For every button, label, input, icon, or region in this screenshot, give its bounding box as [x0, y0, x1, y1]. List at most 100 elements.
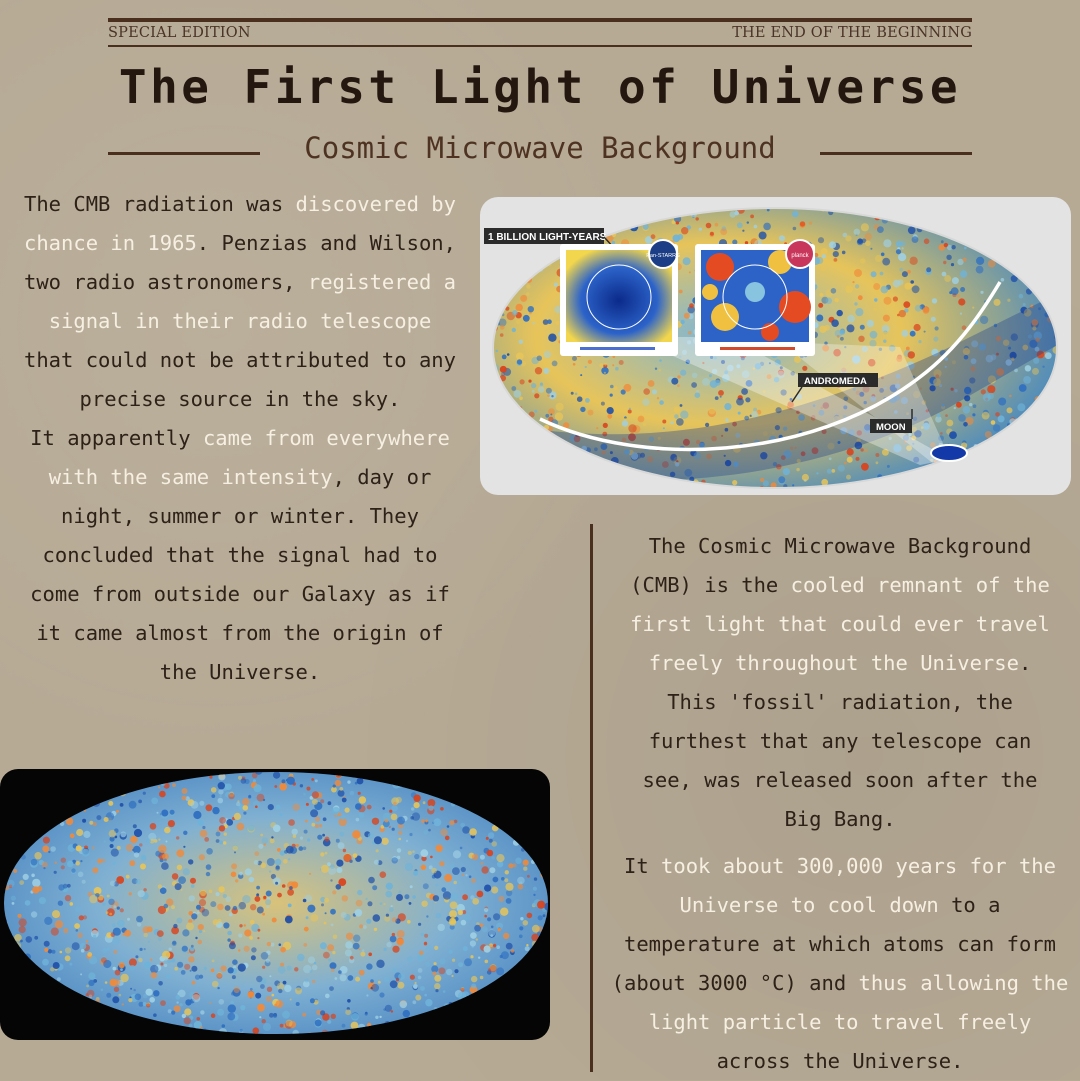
- cmb-speck: [237, 800, 240, 803]
- cmb-speck: [9, 988, 13, 992]
- cmb-speck: [411, 812, 421, 821]
- cmb-speck: [1061, 240, 1066, 245]
- cmb-speck: [87, 952, 93, 957]
- cmb-speck: [212, 806, 220, 815]
- cmb-speck: [761, 235, 764, 238]
- cmb-speck: [339, 831, 345, 837]
- cmb-speck: [283, 859, 288, 864]
- cmb-speck: [310, 914, 319, 922]
- cmb-speck: [161, 1028, 169, 1034]
- cmb-speck: [436, 1016, 442, 1022]
- cmb-speck: [959, 213, 968, 222]
- cmb-speck: [380, 825, 385, 829]
- cmb-speck: [975, 265, 984, 274]
- cmb-speck: [946, 254, 952, 260]
- cmb-speck: [854, 269, 862, 277]
- cmb-speck: [233, 986, 240, 994]
- cmb-speck: [737, 411, 741, 415]
- cmb-speck: [906, 445, 912, 451]
- cmb-speck: [490, 789, 498, 796]
- cmb-speck: [944, 275, 952, 282]
- cmb-speck: [433, 818, 442, 827]
- cmb-speck: [934, 219, 938, 223]
- cmb-speck: [0, 926, 2, 930]
- cmb-speck: [570, 391, 574, 395]
- andromeda-label: ANDROMEDA: [804, 376, 867, 387]
- cmb-speck: [899, 267, 904, 272]
- cmb-speck: [217, 1008, 225, 1016]
- cmb-speck: [266, 941, 272, 947]
- cmb-speck: [562, 465, 565, 469]
- cmb-speck: [536, 985, 542, 991]
- cmb-speck: [264, 1037, 268, 1040]
- cmb-speck: [171, 776, 178, 782]
- cmb-speck: [956, 293, 961, 298]
- cmb-speck: [4, 910, 5, 917]
- cmb-speck: [997, 415, 1005, 423]
- cmb-speck: [63, 928, 69, 934]
- cmb-speck: [543, 450, 547, 453]
- cmb-speck: [252, 779, 256, 783]
- cmb-speck: [908, 433, 912, 437]
- cmb-speck: [972, 306, 975, 309]
- cmb-speck: [9, 772, 13, 773]
- cmb-speck: [426, 915, 429, 918]
- cmb-speck: [1056, 489, 1062, 495]
- cmb-speck: [392, 945, 400, 953]
- cmb-speck: [239, 871, 243, 876]
- cmb-speck: [256, 906, 264, 914]
- cmb-speck: [931, 348, 939, 357]
- cmb-speck: [275, 1000, 284, 1008]
- cmb-speck: [6, 879, 15, 888]
- cmb-speck: [1020, 224, 1023, 228]
- cmb-speck: [423, 829, 429, 835]
- cmb-speck: [515, 812, 521, 817]
- cmb-speck: [606, 407, 614, 415]
- cmb-speck: [430, 855, 433, 859]
- cmb-speck: [519, 272, 524, 277]
- cmb-speck: [313, 961, 317, 965]
- cmb-speck: [1068, 425, 1071, 430]
- cmb-speck: [422, 801, 426, 805]
- cmb-speck: [1038, 272, 1045, 279]
- cmb-speck: [423, 942, 428, 946]
- cmb-speck: [493, 209, 498, 217]
- cmb-speck: [462, 910, 467, 915]
- cmb-speck: [435, 912, 442, 919]
- cmb-speck: [901, 247, 904, 250]
- cmb-speck: [415, 994, 422, 1001]
- cmb-speck: [534, 393, 540, 399]
- cmb-speck: [491, 886, 499, 894]
- cmb-speck: [981, 229, 990, 238]
- cmb-speck: [449, 901, 458, 910]
- cmb-speck: [303, 926, 309, 932]
- cmb-speck: [495, 456, 500, 460]
- cmb-speck: [792, 226, 797, 231]
- cmb-speck: [496, 861, 504, 868]
- cmb-speck: [542, 319, 549, 325]
- cmb-speck: [128, 787, 132, 791]
- cmb-speck: [17, 996, 25, 1005]
- cmb-speck: [78, 915, 84, 921]
- cmb-speck: [397, 816, 405, 825]
- cmb-speck: [456, 903, 465, 913]
- cmb-speck: [555, 444, 559, 447]
- cmb-speck: [160, 962, 164, 966]
- cmb-speck: [385, 882, 393, 890]
- cmb-speck: [393, 802, 397, 806]
- cmb-speck: [718, 390, 724, 396]
- cmb-speck: [568, 221, 575, 227]
- cmb-speck: [864, 232, 872, 241]
- cmb-speck: [515, 303, 523, 312]
- cmb-speck: [893, 444, 902, 453]
- cmb-speck: [880, 252, 885, 257]
- cmb-speck: [121, 1003, 125, 1006]
- cmb-speck: [327, 944, 335, 952]
- cmb-speck: [158, 1033, 164, 1034]
- cmb-speck: [197, 924, 204, 931]
- cmb-speck: [480, 861, 484, 865]
- cmb-speck: [277, 965, 286, 974]
- cmb-speck: [36, 969, 39, 972]
- cmb-speck: [687, 340, 692, 345]
- cmb-speck: [191, 913, 198, 920]
